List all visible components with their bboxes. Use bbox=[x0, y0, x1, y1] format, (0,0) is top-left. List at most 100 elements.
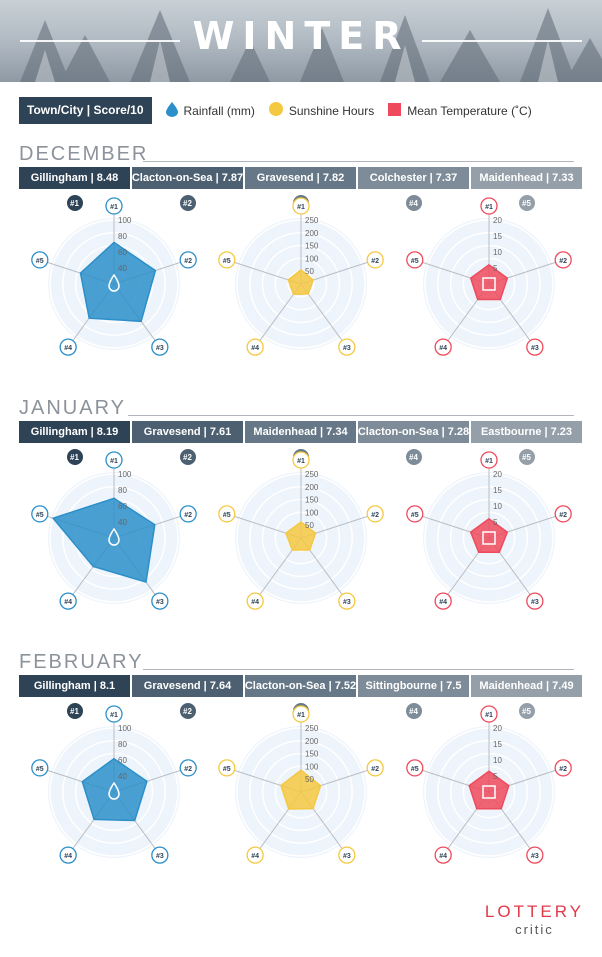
ranking-tab: Gillingham | 8.19 bbox=[19, 421, 130, 443]
sunshine-tick-label: 200 bbox=[305, 229, 319, 238]
sunshine-axis-label: #1 bbox=[297, 204, 305, 211]
sunshine-axis-label: #3 bbox=[343, 853, 351, 860]
ranking-tab: Colchester | 7.37 bbox=[358, 167, 469, 189]
rainfall-axis-marker bbox=[31, 251, 49, 269]
temperature-tick-label: 5 bbox=[493, 264, 498, 273]
rainfall-tick-label: 100 bbox=[118, 724, 132, 733]
ranking-tab: Maidenhead | 7.49 bbox=[471, 675, 582, 697]
temperature-axis-label: #5 bbox=[411, 258, 419, 265]
temperature-axis-label: #1 bbox=[485, 712, 493, 719]
ranking-tabs: Gillingham | 8.48 #1 Clacton-on-Sea | 7.87… bbox=[19, 167, 584, 211]
sunshine-axis-marker bbox=[366, 251, 384, 269]
temperature-axis-marker bbox=[434, 846, 452, 864]
rainfall-tick-label: 80 bbox=[118, 740, 127, 749]
sunshine-axis-marker bbox=[218, 251, 236, 269]
sunshine-axis-label: #2 bbox=[371, 512, 379, 519]
logo-line2: critic bbox=[515, 922, 554, 937]
rainfall-axis-marker bbox=[31, 759, 49, 777]
rainfall-axis-marker bbox=[151, 846, 169, 864]
temperature-axis-marker bbox=[406, 505, 424, 523]
ranking-tab: Eastbourne | 7.23 bbox=[471, 421, 582, 443]
rainfall-axis-label: #5 bbox=[36, 258, 44, 265]
rank-badge: #4 bbox=[405, 703, 422, 719]
rainfall-axis-label: #3 bbox=[156, 345, 164, 352]
month-title-rule bbox=[128, 415, 574, 416]
rainfall-tick-label: 100 bbox=[118, 470, 132, 479]
charts-row: 40 60 80 100 #1 #2 #3 #4 #5 50 100 150 200 250 #1 #2 #3 #… bbox=[19, 701, 584, 871]
temperature-tick-label: 20 bbox=[493, 724, 502, 733]
ranking-tab: Sittingbourne | 7.5 bbox=[358, 675, 469, 697]
temperature-axis-marker bbox=[526, 592, 544, 610]
snowy-trees-illustration bbox=[20, 8, 602, 82]
rainfall-tick-label: 40 bbox=[118, 518, 127, 527]
rank-badge: #1 bbox=[66, 703, 83, 719]
temperature-axis-label: #1 bbox=[485, 204, 493, 211]
legend-item-sunshine: Sunshine Hours bbox=[268, 102, 375, 119]
ranking-tabs: Gillingham | 8.1 #1 Gravesend | 7.64 #2 Clac… bbox=[19, 675, 584, 719]
sunshine-tick-label: 100 bbox=[305, 762, 319, 771]
ranking-tab: Gravesend | 7.82 bbox=[245, 167, 356, 189]
rank-badge: #5 bbox=[518, 449, 535, 465]
ranking-tab: Maidenhead | 7.33 bbox=[471, 167, 582, 189]
ranking-tab: Gillingham | 8.48 bbox=[19, 167, 130, 189]
temperature-tick-label: 15 bbox=[493, 740, 502, 749]
sunshine-axis-marker bbox=[246, 592, 264, 610]
sunshine-data-polygon bbox=[280, 769, 322, 810]
radar-charts-february: 406080100#1#2#3#4#550100150200250#1#2#3#… bbox=[31, 705, 572, 864]
raindrop-icon bbox=[108, 273, 120, 292]
rank-badge: #2 bbox=[179, 703, 196, 719]
rainfall-tick-label: 60 bbox=[118, 248, 127, 257]
rainfall-tick-label: 40 bbox=[118, 772, 127, 781]
sunshine-radar: 50 100 150 200 250#1 #2 #3 #4 #5 bbox=[218, 705, 384, 864]
rainfall-axis-marker bbox=[179, 505, 197, 523]
raindrop-icon bbox=[165, 101, 178, 120]
ranking-tab: Maidenhead | 7.34 bbox=[245, 421, 356, 443]
legend-label-temperature: Mean Temperature (˚C) bbox=[407, 103, 532, 118]
ranking-tab: Clacton-on-Sea | 7.87 bbox=[132, 167, 243, 189]
temperature-axis-label: #3 bbox=[531, 345, 539, 352]
sunshine-axis-label: #3 bbox=[343, 599, 351, 606]
rainfall-axis-marker bbox=[31, 505, 49, 523]
temperature-axis-label: #3 bbox=[531, 599, 539, 606]
raindrop-icon bbox=[108, 781, 120, 800]
legend-item-temperature: Mean Temperature (˚C) bbox=[388, 102, 532, 119]
rainfall-axis-marker bbox=[179, 759, 197, 777]
sunshine-tick-label: 50 bbox=[305, 521, 314, 530]
rainfall-axis-marker bbox=[151, 338, 169, 356]
temperature-tick-label: 5 bbox=[493, 772, 498, 781]
logo-line1: LOTTERY bbox=[484, 902, 584, 921]
temperature-data-polygon bbox=[469, 517, 509, 553]
sunshine-tick-label: 150 bbox=[305, 750, 319, 759]
temperature-axis-label: #3 bbox=[531, 853, 539, 860]
rainfall-axis-label: #3 bbox=[156, 853, 164, 860]
sunshine-tick-label: 200 bbox=[305, 737, 319, 746]
sunshine-axis-marker bbox=[292, 197, 310, 215]
temperature-axis-marker bbox=[480, 197, 498, 215]
temperature-axis-marker bbox=[554, 759, 572, 777]
sunshine-axis-marker bbox=[218, 505, 236, 523]
charts-row: 40 60 80 100 #1 #2 #3 #4 #5 50 100 150 200 250 #1 #2 #3 #… bbox=[19, 447, 584, 617]
rainfall-axis-label: #3 bbox=[156, 599, 164, 606]
sunshine-axis-label: #1 bbox=[297, 458, 305, 465]
temperature-tick-label: 10 bbox=[493, 756, 502, 765]
sunshine-axis-label: #4 bbox=[251, 599, 259, 606]
raindrop-icon bbox=[108, 527, 120, 546]
ranking-tab: Clacton-on-Sea | 7.28 bbox=[358, 421, 469, 443]
sunshine-axis-marker bbox=[366, 759, 384, 777]
sunshine-tick-label: 150 bbox=[305, 496, 319, 505]
sunshine-axis-marker bbox=[292, 705, 310, 723]
rainfall-tick-label: 80 bbox=[118, 486, 127, 495]
rank-badge: #1 bbox=[66, 195, 83, 211]
legend-label-sunshine: Sunshine Hours bbox=[288, 103, 375, 118]
radar-charts-december: 406080100#1#2#3#4#550100150200250#1#2#3#… bbox=[31, 197, 572, 356]
rainfall-axis-marker bbox=[179, 251, 197, 269]
rank-badge: #1 bbox=[66, 449, 83, 465]
legend-key-label: Town/City | Score/10 bbox=[19, 97, 152, 124]
page-title: WINTER bbox=[192, 14, 410, 58]
temperature-axis-marker bbox=[480, 451, 498, 469]
month-section-december: DECEMBER Gillingham | 8.48 #1 Clacton-on-Se… bbox=[19, 143, 584, 383]
sunshine-axis-label: #2 bbox=[371, 258, 379, 265]
rainfall-tick-label: 80 bbox=[118, 232, 127, 241]
temperature-tick-label: 15 bbox=[493, 486, 502, 495]
